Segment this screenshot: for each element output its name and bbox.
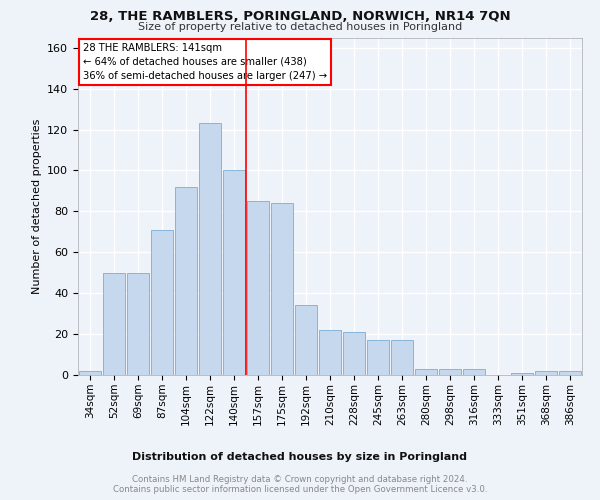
- Bar: [415, 369, 437, 375]
- Bar: [271, 203, 293, 375]
- Bar: [175, 187, 197, 375]
- Text: Contains public sector information licensed under the Open Government Licence v3: Contains public sector information licen…: [113, 485, 487, 494]
- Bar: [463, 369, 485, 375]
- Bar: [79, 371, 101, 375]
- Bar: [511, 373, 533, 375]
- Bar: [223, 170, 245, 375]
- Bar: [151, 230, 173, 375]
- Bar: [367, 340, 389, 375]
- Text: 28, THE RAMBLERS, PORINGLAND, NORWICH, NR14 7QN: 28, THE RAMBLERS, PORINGLAND, NORWICH, N…: [89, 10, 511, 23]
- Bar: [559, 371, 581, 375]
- Text: 28 THE RAMBLERS: 141sqm
← 64% of detached houses are smaller (438)
36% of semi-d: 28 THE RAMBLERS: 141sqm ← 64% of detache…: [83, 42, 327, 80]
- Text: Size of property relative to detached houses in Poringland: Size of property relative to detached ho…: [138, 22, 462, 32]
- Bar: [535, 371, 557, 375]
- Y-axis label: Number of detached properties: Number of detached properties: [32, 118, 41, 294]
- Bar: [343, 332, 365, 375]
- Bar: [247, 201, 269, 375]
- Bar: [103, 272, 125, 375]
- Text: Contains HM Land Registry data © Crown copyright and database right 2024.: Contains HM Land Registry data © Crown c…: [132, 475, 468, 484]
- Bar: [319, 330, 341, 375]
- Text: Distribution of detached houses by size in Poringland: Distribution of detached houses by size …: [133, 452, 467, 462]
- Bar: [127, 272, 149, 375]
- Bar: [199, 124, 221, 375]
- Bar: [391, 340, 413, 375]
- Bar: [295, 306, 317, 375]
- Bar: [439, 369, 461, 375]
